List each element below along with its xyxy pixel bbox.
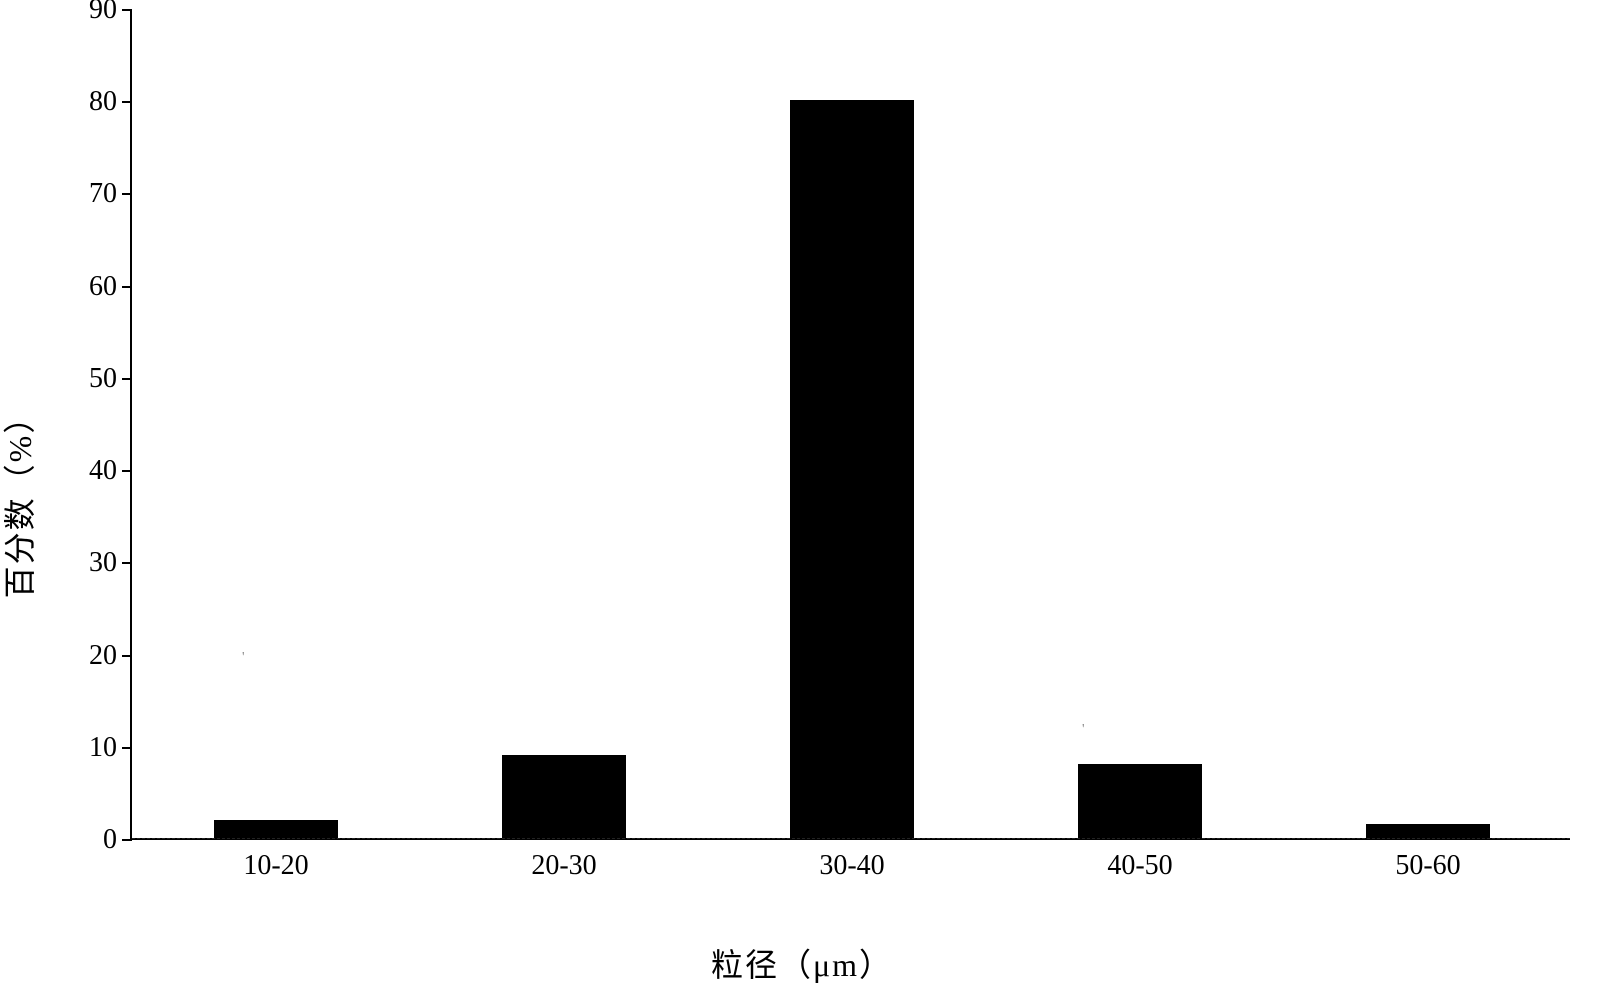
x-tick-label: 10-20 xyxy=(243,850,308,882)
y-tick xyxy=(122,470,132,472)
y-tick-label: 40 xyxy=(62,455,117,487)
scan-artifact: ' xyxy=(242,650,245,666)
x-tick-label: 50-60 xyxy=(1395,850,1460,882)
y-tick xyxy=(122,839,132,841)
bar xyxy=(502,755,626,838)
y-tick xyxy=(122,101,132,103)
x-tick-label: 20-30 xyxy=(531,850,596,882)
y-tick-label: 0 xyxy=(62,824,117,856)
bar xyxy=(1366,824,1490,838)
y-tick xyxy=(122,193,132,195)
y-tick-label: 60 xyxy=(62,271,117,303)
x-axis-title: 粒径（μm） xyxy=(711,940,893,986)
y-tick-label: 30 xyxy=(62,547,117,579)
x-tick-label: 40-50 xyxy=(1107,850,1172,882)
y-tick xyxy=(122,655,132,657)
baseline-dash xyxy=(132,838,1570,839)
y-axis-title: 百分数（%） xyxy=(0,400,41,599)
scan-artifact: ' xyxy=(1082,722,1085,738)
y-tick-label: 10 xyxy=(62,732,117,764)
bar xyxy=(214,820,338,838)
y-tick-label: 70 xyxy=(62,178,117,210)
particle-size-distribution-chart: 百分数（%） ' ' 010203040506070809010-2020-30… xyxy=(0,0,1604,998)
y-tick-label: 50 xyxy=(62,363,117,395)
y-tick xyxy=(122,378,132,380)
y-tick xyxy=(122,747,132,749)
y-tick xyxy=(122,562,132,564)
bar xyxy=(790,100,914,838)
x-tick-label: 30-40 xyxy=(819,850,884,882)
y-tick-label: 90 xyxy=(62,0,117,26)
bar xyxy=(1078,764,1202,838)
y-tick xyxy=(122,286,132,288)
y-tick xyxy=(122,9,132,11)
plot-area: ' ' 010203040506070809010-2020-3030-4040… xyxy=(130,10,1570,840)
y-tick-label: 20 xyxy=(62,640,117,672)
y-tick-label: 80 xyxy=(62,86,117,118)
